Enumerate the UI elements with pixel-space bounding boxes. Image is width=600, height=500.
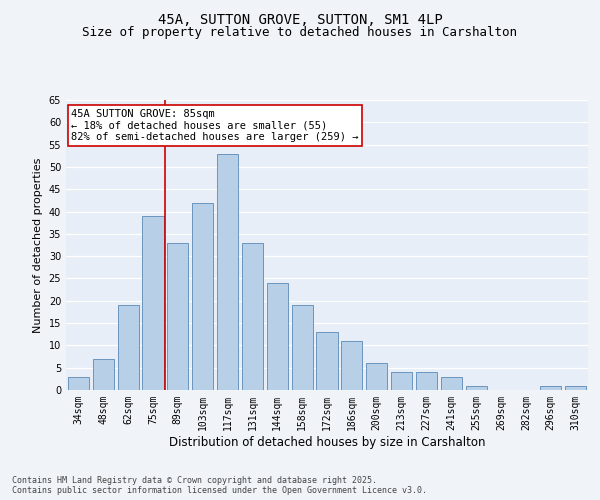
Text: 45A, SUTTON GROVE, SUTTON, SM1 4LP: 45A, SUTTON GROVE, SUTTON, SM1 4LP (158, 12, 442, 26)
Bar (93, 359, 114, 390)
Text: Contains HM Land Registry data © Crown copyright and database right 2025.
Contai: Contains HM Land Registry data © Crown c… (12, 476, 427, 495)
Bar (267, 283, 288, 390)
Bar (142, 216, 164, 390)
Bar (441, 376, 462, 390)
Bar (466, 386, 487, 390)
Bar (192, 202, 213, 390)
Bar (217, 154, 238, 390)
Bar (540, 386, 561, 390)
Text: Size of property relative to detached houses in Carshalton: Size of property relative to detached ho… (83, 26, 517, 39)
Text: 45A SUTTON GROVE: 85sqm
← 18% of detached houses are smaller (55)
82% of semi-de: 45A SUTTON GROVE: 85sqm ← 18% of detache… (71, 108, 359, 142)
X-axis label: Distribution of detached houses by size in Carshalton: Distribution of detached houses by size … (169, 436, 485, 448)
Bar (118, 305, 139, 390)
Bar (391, 372, 412, 390)
Bar (316, 332, 338, 390)
Bar (242, 243, 263, 390)
Bar (68, 376, 89, 390)
Bar (341, 341, 362, 390)
Bar (416, 372, 437, 390)
Bar (565, 386, 586, 390)
Bar (167, 243, 188, 390)
Bar (366, 363, 387, 390)
Bar (292, 305, 313, 390)
Y-axis label: Number of detached properties: Number of detached properties (33, 158, 43, 332)
